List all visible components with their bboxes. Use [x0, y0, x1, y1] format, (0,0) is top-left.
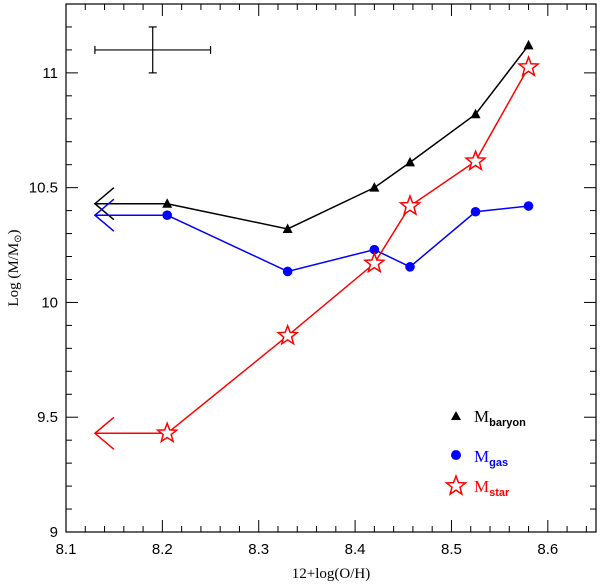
series-line-star [166, 66, 530, 434]
upper-limit-arrows [93, 187, 168, 450]
tick-labels: 8.1 8.2 8.3 8.4 8.5 8.6 9 9.5 10 10.5 11 [29, 65, 558, 558]
upper-limit-arrowhead-star [93, 416, 115, 450]
y-axis-title-close: ) [6, 229, 22, 234]
series-markers [155, 39, 541, 444]
legend-marker-circle [451, 450, 461, 460]
series-lines [166, 44, 530, 434]
series-line-baryon [167, 44, 530, 230]
legend-marker-star [444, 473, 468, 496]
y-tick-label: 10.5 [29, 180, 58, 197]
legend-marker-triangle [451, 411, 461, 420]
y-tick-label: 9 [50, 524, 58, 541]
y-tick-label: 10 [41, 294, 58, 311]
data-point-star [398, 193, 422, 216]
plot-frame [65, 3, 597, 533]
data-point-baryon [470, 108, 481, 119]
x-axis-title: 12+log(O/H) [292, 566, 370, 582]
data-point-star [155, 421, 179, 444]
data-point-gas [470, 206, 481, 217]
data-point-star [362, 251, 386, 274]
x-tick-label: 8.4 [345, 541, 366, 558]
x-tick-label: 8.5 [441, 541, 462, 558]
upper-limit-arrowhead-baryon [93, 187, 115, 221]
data-point-star [276, 323, 300, 346]
axis-ticks [65, 3, 596, 533]
data-point-star [463, 149, 488, 172]
legend-label-gas: Mgas [474, 447, 508, 469]
y-tick-label: 11 [42, 65, 58, 82]
x-tick-label: 8.1 [56, 541, 77, 558]
legend-entry-star: Mstar [444, 473, 510, 499]
data-point-gas [162, 210, 172, 220]
data-point-gas [282, 266, 293, 277]
legend-entry-baryon: Mbaryon [451, 407, 526, 429]
x-tick-label: 8.6 [537, 541, 558, 558]
data-point-baryon [162, 198, 173, 208]
legend: Mbaryon Mgas Mstar [444, 407, 526, 499]
upper-limit-arrowhead-gas [93, 198, 115, 232]
data-point-gas [523, 201, 534, 211]
data-point-gas [369, 244, 380, 255]
data-point-baryon [282, 223, 293, 233]
y-axis-title-symbol: ⊙ [13, 234, 24, 242]
x-tick-label: 8.3 [248, 541, 269, 558]
legend-label-baryon: Mbaryon [474, 407, 526, 429]
data-point-baryon [523, 39, 534, 50]
data-point-gas [405, 262, 415, 272]
error-bar [94, 26, 212, 74]
legend-label-star: Mstar [474, 477, 510, 499]
y-axis-title-main: Log (M/M [6, 243, 22, 307]
data-point-baryon [405, 156, 416, 167]
y-tick-label: 9.5 [37, 409, 58, 426]
y-axis-title: Log (M/M⊙) [6, 229, 24, 306]
series-line-gas [166, 205, 529, 273]
data-point-baryon [369, 182, 380, 192]
x-tick-label: 8.2 [152, 541, 173, 558]
data-point-star [516, 54, 541, 77]
legend-entry-gas: Mgas [451, 447, 508, 469]
